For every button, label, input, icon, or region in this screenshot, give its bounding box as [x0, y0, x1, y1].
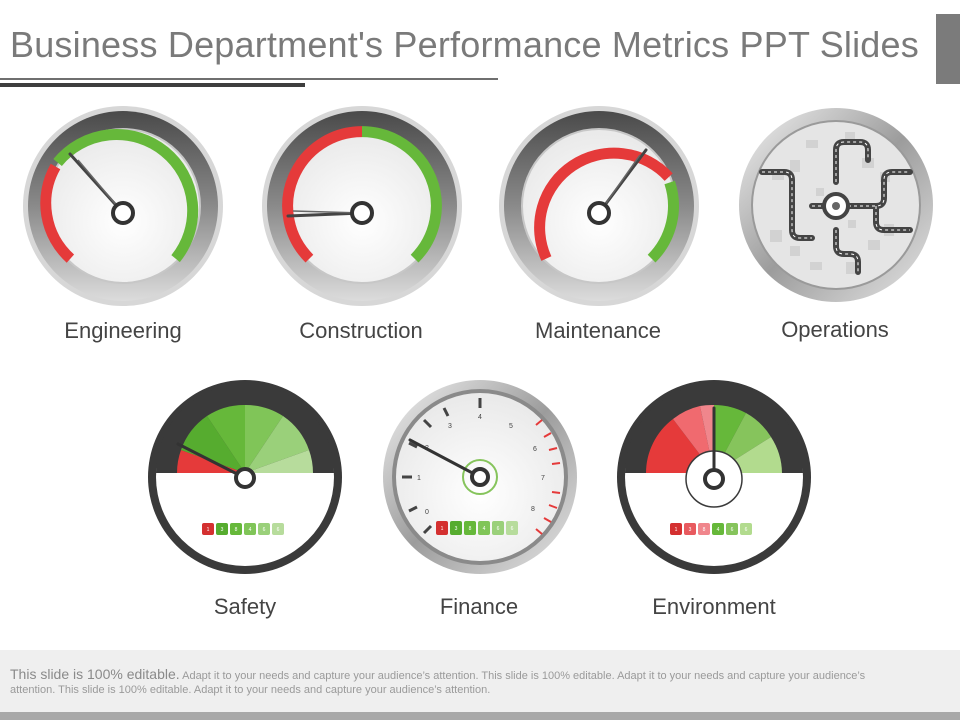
dial-number: 8 — [531, 506, 535, 513]
finance-label: Finance — [439, 594, 519, 619]
maintenance-gauge — [499, 106, 699, 306]
dial-number: 5 — [509, 423, 513, 430]
dial-number: 0 — [425, 509, 429, 516]
safety-green-sector-3 — [245, 404, 283, 473]
environment-scale: 1 3 8 4 6 6 — [670, 523, 752, 535]
construction-hub — [350, 201, 374, 225]
title-underline-thick — [0, 83, 305, 87]
operations-map-gauge — [739, 108, 933, 302]
finance-green-ring — [462, 459, 498, 495]
finance-hub — [470, 467, 490, 487]
engineering-hub — [111, 201, 135, 225]
footer-panel — [0, 650, 960, 712]
maintenance-label: Maintenance — [535, 318, 661, 343]
scale-label: 3 — [221, 527, 224, 533]
construction-label: Construction — [299, 318, 423, 343]
engineering-green-arc — [53, 128, 199, 263]
scale-label: 4 — [249, 527, 252, 533]
safety-needle — [176, 442, 247, 480]
footer-lead: This slide is 100% editable. — [10, 666, 180, 682]
dial-number: 3 — [448, 423, 452, 430]
scale-label: 3 — [689, 527, 692, 533]
scale-label: 1 — [441, 526, 444, 532]
dial-number: 7 — [541, 475, 545, 482]
construction-gauge — [262, 106, 462, 306]
finance-scale: 1 3 8 4 6 6 — [436, 521, 518, 535]
dial-number: 4 — [478, 414, 482, 421]
dial-number: 6 — [533, 446, 537, 453]
page-title: Business Department's Performance Metric… — [10, 24, 919, 65]
scale-label: 8 — [703, 527, 706, 533]
environment-label: Environment — [652, 594, 776, 619]
operations-label: Operations — [781, 317, 889, 342]
construction-red-arc — [282, 126, 363, 263]
scale-label: 4 — [483, 526, 486, 532]
environment-gauge: 1 3 8 4 6 6 — [617, 380, 811, 574]
scale-label: 6 — [497, 526, 500, 532]
construction-green-arc — [361, 126, 442, 263]
scale-label: 6 — [731, 527, 734, 533]
engineering-gauge — [23, 106, 223, 306]
scale-label: 1 — [675, 527, 678, 533]
scale-label: 8 — [235, 527, 238, 533]
scale-label: 1 — [207, 527, 210, 533]
scale-label: 6 — [263, 527, 266, 533]
finance-red-ticks — [535, 419, 561, 535]
title-underline-thin — [0, 78, 498, 80]
scale-label: 6 — [277, 527, 280, 533]
safety-label: Safety — [213, 594, 277, 619]
safety-hub — [234, 467, 256, 489]
scale-label: 3 — [455, 526, 458, 532]
safety-gauge: 1 3 8 4 6 6 — [148, 380, 342, 574]
finance-needle — [408, 438, 482, 479]
safety-green-sector-4 — [245, 416, 309, 473]
maintenance-hub — [587, 201, 611, 225]
construction-needle — [286, 211, 364, 218]
footer-body: Adapt it to your needs and capture your … — [10, 670, 866, 696]
maintenance-green-arc — [647, 180, 679, 263]
finance-dark-ticks — [402, 398, 482, 535]
safety-green-sector-2 — [207, 404, 245, 473]
footer-text: This slide is 100% editable. Adapt it to… — [10, 667, 910, 697]
environment-hub — [703, 468, 725, 490]
scale-label: 4 — [717, 527, 720, 533]
safety-green-sector-5 — [245, 450, 313, 473]
footer-bar — [0, 712, 960, 720]
scale-label: 6 — [511, 526, 514, 532]
engineering-label: Engineering — [64, 318, 182, 343]
corner-tab — [936, 14, 960, 84]
safety-scale: 1 3 8 4 6 6 — [202, 523, 284, 535]
maintenance-red-arc — [534, 147, 673, 261]
finance-gauge: 0 1 2 3 4 5 6 7 8 1 3 8 4 6 6 — [383, 380, 577, 574]
scale-label: 8 — [469, 526, 472, 532]
dial-number: 1 — [417, 475, 421, 482]
safety-green-sector-1 — [181, 416, 245, 473]
engineering-red-arc — [40, 163, 75, 263]
scale-label: 6 — [745, 527, 748, 533]
